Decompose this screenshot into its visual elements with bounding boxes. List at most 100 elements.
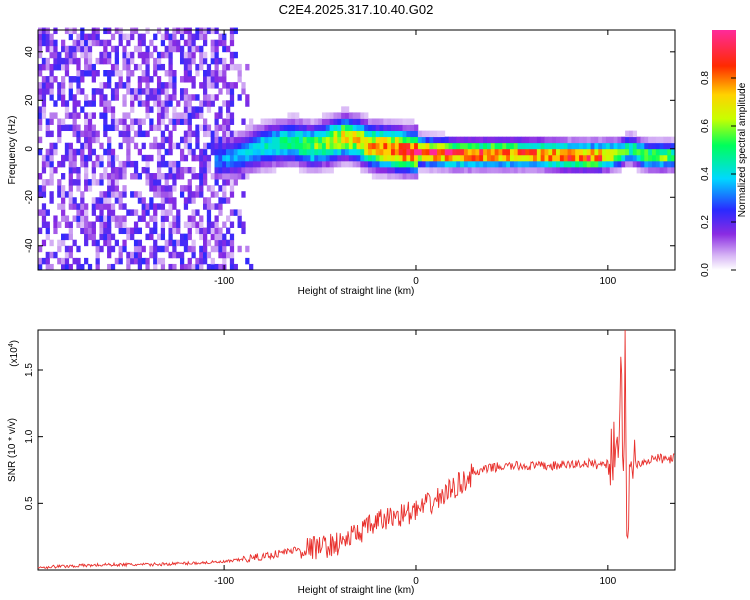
spectrogram-cell bbox=[540, 148, 545, 156]
spectrogram-cell bbox=[333, 118, 338, 125]
spectrogram-cell bbox=[260, 130, 265, 138]
spectrogram-cell bbox=[575, 166, 580, 174]
spectrogram-cell bbox=[655, 148, 661, 156]
spectrogram-cell bbox=[321, 118, 327, 125]
spectrogram-cell bbox=[636, 136, 641, 144]
spectrogram-cell bbox=[61, 215, 66, 222]
spectrogram-cell bbox=[471, 160, 476, 168]
spectrogram-cell bbox=[517, 154, 522, 162]
spectrogram-cell bbox=[76, 221, 81, 228]
spectrogram-cell bbox=[68, 76, 73, 83]
spectrogram-cell bbox=[153, 136, 158, 144]
spectrogram-cell bbox=[275, 124, 281, 132]
spectrogram-y-tick-label: 0 bbox=[24, 146, 35, 152]
spectrogram-cell bbox=[383, 118, 388, 125]
spectrogram-cell bbox=[341, 160, 346, 168]
spectrogram-cell bbox=[126, 88, 131, 95]
spectrogram-cell bbox=[76, 76, 81, 83]
spectrogram-cell bbox=[137, 257, 143, 265]
spectrogram-cell bbox=[72, 154, 77, 162]
spectrogram-cell bbox=[183, 233, 189, 241]
spectrogram-cell bbox=[45, 233, 50, 241]
spectrogram-cell bbox=[625, 136, 630, 144]
spectrogram-cell bbox=[310, 136, 315, 144]
spectrogram-cell bbox=[264, 130, 269, 138]
spectrogram-cell bbox=[229, 185, 235, 192]
spectrogram-cell bbox=[195, 45, 200, 53]
spectrogram-cell bbox=[84, 124, 89, 132]
spectrogram-cell bbox=[651, 154, 657, 162]
spectrogram-cell bbox=[291, 130, 296, 138]
spectrogram-cell bbox=[325, 118, 331, 125]
spectrogram-cell bbox=[605, 154, 611, 162]
spectrogram-cell bbox=[375, 130, 380, 138]
spectrogram-cell bbox=[156, 233, 162, 241]
spectrogram-cell bbox=[114, 197, 119, 204]
spectrogram-cell bbox=[72, 197, 77, 204]
spectrogram-cell bbox=[80, 209, 85, 216]
spectrogram-cell bbox=[203, 70, 208, 77]
spectrogram-cell bbox=[356, 130, 361, 138]
spectrogram-cell bbox=[160, 142, 166, 150]
spectrogram-cell bbox=[176, 166, 181, 174]
spectrogram-cell bbox=[356, 136, 361, 144]
spectrogram-cell bbox=[41, 215, 47, 222]
spectrogram-cell bbox=[644, 136, 649, 144]
spectrogram-cell bbox=[168, 148, 173, 156]
spectrogram-cell bbox=[433, 142, 438, 150]
spectrogram-cell bbox=[87, 227, 93, 235]
spectrogram-cell bbox=[302, 130, 308, 138]
spectrogram-cell bbox=[229, 57, 235, 65]
spectrogram-cell bbox=[156, 179, 162, 186]
spectrogram-cell bbox=[130, 251, 135, 259]
spectrogram-cell bbox=[306, 124, 311, 132]
spectrogram-cell bbox=[195, 130, 200, 138]
spectrogram-cell bbox=[99, 94, 104, 101]
spectrogram-cell bbox=[199, 166, 204, 174]
spectrogram-cell bbox=[602, 154, 607, 162]
spectrogram-cell bbox=[325, 130, 331, 138]
spectrogram-cell bbox=[68, 154, 73, 162]
spectrogram-cell bbox=[57, 160, 62, 168]
spectrogram-cell bbox=[149, 197, 154, 204]
spectrogram-cell bbox=[425, 142, 430, 150]
spectrogram-cell bbox=[502, 142, 507, 150]
spectrogram-cell bbox=[521, 154, 526, 162]
spectrogram-cell bbox=[107, 239, 112, 247]
spectrogram-cell bbox=[521, 148, 526, 156]
spectrogram-cells bbox=[38, 27, 676, 271]
spectrogram-cell bbox=[57, 185, 62, 192]
spectrogram-cell bbox=[203, 57, 208, 65]
spectrogram-cell bbox=[187, 63, 192, 71]
spectrogram-cell bbox=[256, 124, 261, 132]
spectrogram-cell bbox=[199, 27, 204, 35]
spectrogram-cell bbox=[325, 136, 331, 144]
spectrogram-cell bbox=[199, 191, 204, 198]
spectrogram-cell bbox=[203, 94, 208, 101]
spectrogram-cell bbox=[164, 45, 169, 53]
spectrogram-cell bbox=[191, 173, 196, 180]
spectrogram-cell bbox=[203, 239, 208, 247]
spectrogram-cell bbox=[206, 197, 212, 204]
spectrogram-cell bbox=[475, 160, 480, 168]
spectrogram-cell bbox=[45, 82, 50, 89]
spectrogram-cell bbox=[229, 257, 235, 265]
spectrogram-cell bbox=[486, 160, 492, 168]
spectrogram-cell bbox=[383, 166, 388, 174]
spectrogram-cell bbox=[206, 82, 212, 89]
spectrogram-cell bbox=[183, 197, 189, 204]
spectrogram-cell bbox=[625, 154, 630, 162]
spectrogram-cell bbox=[126, 51, 131, 59]
spectrogram-cell bbox=[218, 245, 223, 253]
spectrogram-cell bbox=[61, 185, 66, 192]
spectrogram-cell bbox=[110, 154, 116, 162]
spectrogram-cell bbox=[214, 124, 219, 132]
spectrogram-cell bbox=[329, 130, 334, 138]
spectrogram-cell bbox=[540, 154, 545, 162]
spectrogram-cell bbox=[168, 57, 173, 65]
spectrogram-cell bbox=[84, 209, 89, 216]
spectrogram-cell bbox=[417, 130, 423, 138]
spectrogram-cell bbox=[226, 82, 231, 89]
spectrogram-cell bbox=[95, 251, 100, 259]
spectrogram-cell bbox=[456, 142, 461, 150]
